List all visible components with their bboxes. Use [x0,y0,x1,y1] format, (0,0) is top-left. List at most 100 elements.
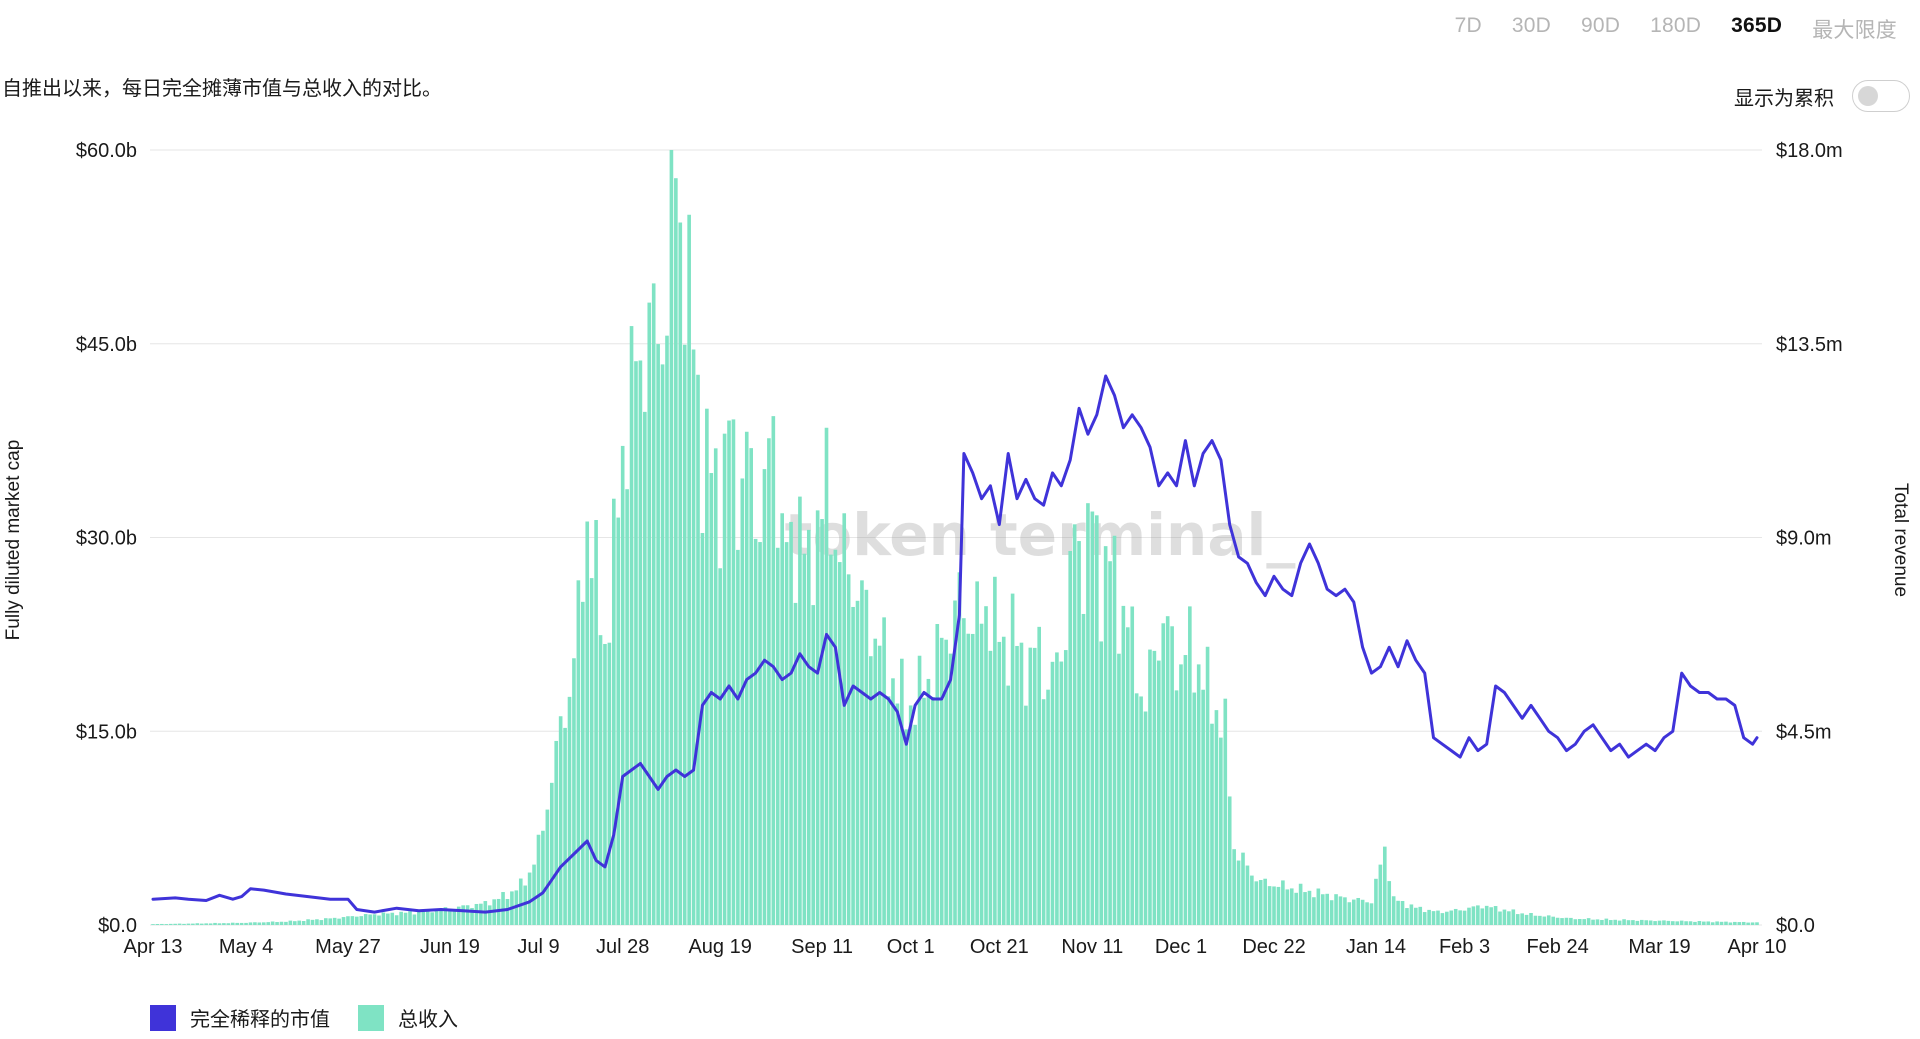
revenue-bar [1591,919,1595,925]
revenue-bar [975,581,979,925]
revenue-bar [261,922,266,925]
revenue-bar [1724,921,1728,925]
revenue-bar [1369,903,1374,925]
revenue-bar [696,374,700,925]
revenue-bar [1312,897,1316,925]
revenue-bar [860,580,864,925]
revenue-bar [377,915,381,925]
legend-swatch-revenue [358,1004,384,1031]
revenue-bar [917,655,922,925]
x-tick: Jul 9 [517,936,559,958]
revenue-bar [886,696,891,925]
y-tick-right: $13.5m [1776,334,1843,356]
revenue-bar [1684,921,1688,925]
revenue-bar [1697,920,1702,925]
revenue-bar [935,624,940,925]
revenue-bar [425,909,430,925]
revenue-bar [1666,920,1671,925]
revenue-bar [815,510,820,925]
revenue-bar [709,473,714,925]
revenue-bar [1010,593,1015,925]
revenue-bar [1445,911,1449,925]
revenue-bar [997,641,1002,925]
revenue-bar [882,617,886,925]
revenue-bar [979,623,984,925]
revenue-bar [541,830,545,925]
revenue-bar [1653,921,1657,925]
revenue-bar [1733,921,1737,925]
revenue-bar [328,918,333,925]
revenue-bar [1511,909,1516,925]
legend-item-market-cap[interactable]: 完全稀释的市值 [150,1003,330,1032]
revenue-bar [1157,660,1161,925]
y-tick-left: $45.0b [76,334,137,356]
revenue-bar [292,921,297,925]
revenue-bar [1702,921,1706,925]
revenue-bar [545,809,550,925]
revenue-bar [558,716,563,925]
x-tick: Nov 11 [1061,936,1123,958]
revenue-bar [1484,905,1489,925]
revenue-bar [1440,913,1445,925]
revenue-bar [638,360,643,925]
x-tick: Jun 19 [420,936,480,958]
revenue-bar [523,885,528,925]
revenue-bar [798,496,802,925]
revenue-bar [594,520,598,925]
range-tabs: 7D 30D 90D 180D 365D 最大限度 [1440,12,1912,46]
revenue-bar [612,498,616,925]
revenue-bar [1099,641,1104,925]
revenue-bar [1236,860,1241,925]
revenue-bar [230,922,235,925]
revenue-bar [869,656,873,925]
revenue-bar [279,921,284,925]
y-tick-left: $30.0b [76,528,137,550]
legend-item-revenue[interactable]: 总收入 [358,1003,458,1032]
revenue-bar [350,916,355,925]
revenue-bar [204,923,208,925]
revenue-bar [1427,909,1431,925]
revenue-bar [1502,909,1507,925]
revenue-bar [1418,906,1423,925]
range-tab-30d[interactable]: 30D [1511,14,1552,37]
revenue-bar [1577,918,1582,925]
y-tick-left: $15.0b [76,721,137,743]
revenue-bar [1223,698,1228,925]
revenue-bar [1564,917,1569,925]
revenue-bar [1422,912,1427,925]
revenue-bar [784,542,789,925]
revenue-bar [1303,892,1307,925]
revenue-bar [851,606,855,925]
revenue-bar [151,924,155,925]
revenue-bar [536,834,541,925]
y-axis-left-ticks: $0.0 $15.0b $30.0b $45.0b $60.0b [76,140,137,937]
cumulative-toggle[interactable] [1852,80,1910,112]
revenue-bar [931,696,935,925]
revenue-bar [257,922,262,925]
revenue-bar [465,905,470,925]
revenue-bar [1032,647,1037,925]
revenue-bar [1400,900,1405,925]
range-tab-180d[interactable]: 180D [1650,14,1702,37]
revenue-bar [1347,902,1352,925]
x-tick: Feb 24 [1526,936,1588,958]
revenue-bar [208,923,213,925]
revenue-bar [549,782,554,925]
revenue-bar [647,302,652,925]
range-tab-365d[interactable]: 365D [1731,14,1783,37]
revenue-bar [731,419,736,925]
x-tick: Feb 3 [1439,936,1490,958]
range-tab-7d[interactable]: 7D [1454,14,1482,37]
revenue-bar [479,903,483,925]
revenue-bar [1037,626,1041,925]
revenue-bar [1644,920,1649,925]
revenue-bar [1046,689,1050,925]
range-tab-max[interactable]: 最大限度 [1812,19,1897,42]
revenue-bar [1675,921,1680,925]
revenue-bar [846,574,851,925]
revenue-bar [191,923,195,925]
revenue-bar [1365,902,1369,925]
range-tab-90d[interactable]: 90D [1581,14,1621,37]
revenue-bar [589,578,594,925]
revenue-bar [1285,889,1290,925]
